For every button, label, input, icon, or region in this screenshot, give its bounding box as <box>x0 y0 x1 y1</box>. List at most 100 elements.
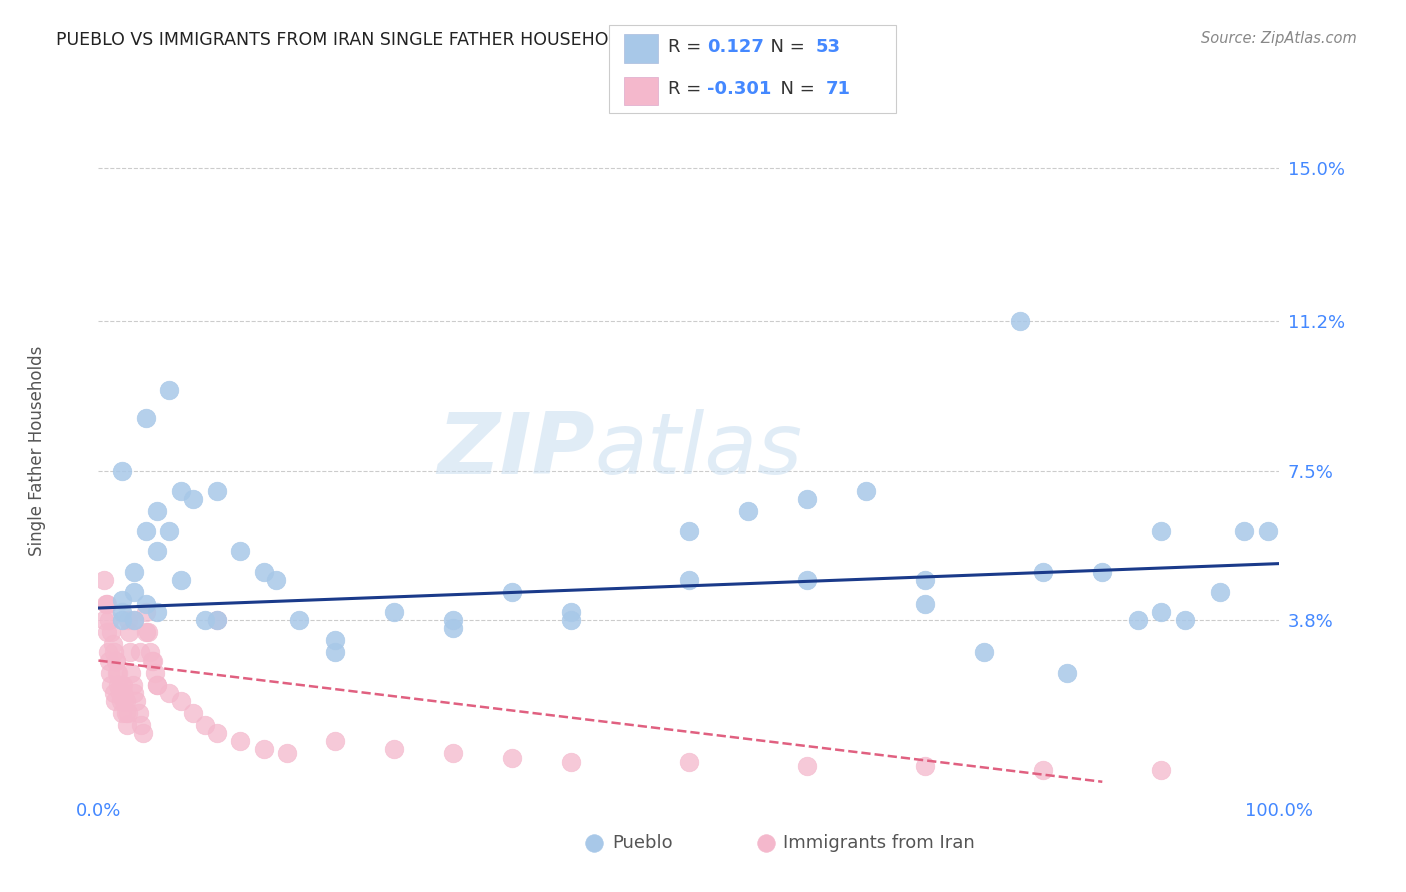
Point <box>914 597 936 611</box>
Point <box>146 605 169 619</box>
Point <box>122 585 145 599</box>
Point <box>117 706 139 720</box>
Point <box>1091 565 1114 579</box>
Point <box>114 706 136 720</box>
Point <box>135 605 157 619</box>
Point <box>1233 524 1256 539</box>
Point <box>181 491 204 506</box>
Point <box>135 625 157 640</box>
Point <box>194 613 217 627</box>
Point <box>146 678 169 692</box>
Point <box>205 613 228 627</box>
Point <box>1032 763 1054 777</box>
Point <box>112 686 135 700</box>
Point <box>205 613 228 627</box>
Point <box>914 758 936 772</box>
Text: -0.301: -0.301 <box>707 80 772 98</box>
Text: ZIP: ZIP <box>437 409 595 492</box>
Point <box>98 654 121 668</box>
Point <box>1150 524 1173 539</box>
Point <box>1209 585 1232 599</box>
Point <box>103 645 125 659</box>
Point <box>101 637 124 651</box>
Point <box>170 694 193 708</box>
Point <box>1126 613 1149 627</box>
Point <box>501 585 523 599</box>
Point <box>129 718 152 732</box>
Point <box>98 613 121 627</box>
Point <box>1174 613 1197 627</box>
Point <box>323 645 346 659</box>
Point <box>146 544 169 558</box>
Point <box>115 718 138 732</box>
Point <box>139 645 162 659</box>
Point <box>121 665 143 680</box>
Point <box>143 665 166 680</box>
Point <box>146 678 169 692</box>
Point <box>560 755 582 769</box>
Point <box>146 504 169 518</box>
Point <box>94 597 117 611</box>
Point <box>288 613 311 627</box>
Point <box>141 654 163 668</box>
Text: Source: ZipAtlas.com: Source: ZipAtlas.com <box>1201 31 1357 46</box>
Point <box>796 491 818 506</box>
Point <box>1008 314 1031 328</box>
Point <box>112 678 135 692</box>
Point <box>104 694 127 708</box>
Point <box>93 613 115 627</box>
Point <box>118 625 141 640</box>
Point <box>441 747 464 761</box>
Point <box>157 524 180 539</box>
Point <box>136 625 159 640</box>
Point <box>501 750 523 764</box>
Point <box>112 694 135 708</box>
Point <box>111 593 134 607</box>
Point <box>128 706 150 720</box>
Point <box>114 694 136 708</box>
Point <box>93 573 115 587</box>
Point <box>108 686 131 700</box>
Point <box>796 573 818 587</box>
Text: Single Father Households: Single Father Households <box>28 345 46 556</box>
Point <box>1056 665 1078 680</box>
Text: Immigrants from Iran: Immigrants from Iran <box>783 834 976 853</box>
Point <box>1150 763 1173 777</box>
Point <box>382 605 405 619</box>
Point <box>253 742 276 756</box>
Point <box>678 573 700 587</box>
Point <box>105 654 128 668</box>
Point <box>111 464 134 478</box>
Point <box>117 613 139 627</box>
Point <box>1257 524 1279 539</box>
Text: 0.127: 0.127 <box>707 37 763 56</box>
Point <box>122 613 145 627</box>
Point <box>914 573 936 587</box>
Point <box>855 483 877 498</box>
Point <box>135 411 157 425</box>
Point <box>96 597 118 611</box>
Point <box>276 747 298 761</box>
Point <box>205 483 228 498</box>
Text: R =: R = <box>668 37 707 56</box>
Point <box>157 383 180 397</box>
Point <box>205 726 228 740</box>
Point <box>103 686 125 700</box>
Point <box>128 645 150 659</box>
Point <box>121 678 143 692</box>
Text: N =: N = <box>759 37 811 56</box>
Point <box>796 758 818 772</box>
Point <box>560 605 582 619</box>
Point <box>97 645 120 659</box>
Point <box>229 544 252 558</box>
Point <box>323 633 346 648</box>
Point <box>107 678 129 692</box>
Point <box>253 565 276 579</box>
Point <box>323 734 346 748</box>
Point <box>105 654 128 668</box>
Point <box>737 504 759 518</box>
Point <box>122 565 145 579</box>
Point <box>122 613 145 627</box>
Text: atlas: atlas <box>595 409 803 492</box>
Point <box>110 678 132 692</box>
